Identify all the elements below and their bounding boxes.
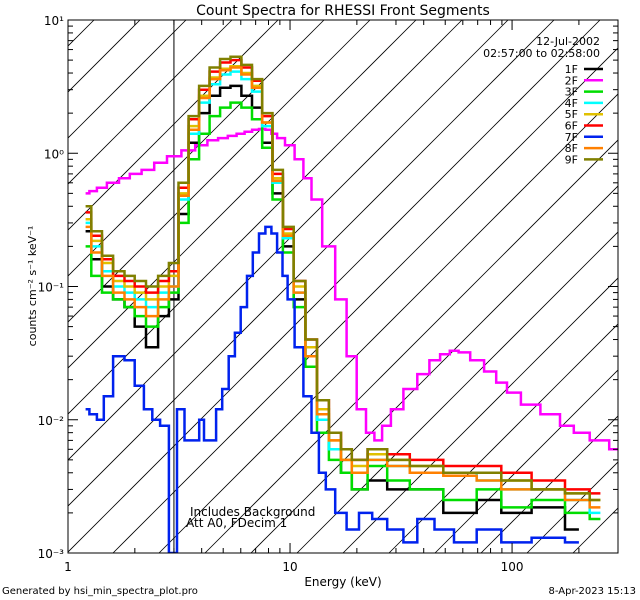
hatch-line xyxy=(68,20,233,185)
x-axis-ticks xyxy=(67,20,619,553)
hatch-line xyxy=(68,20,325,277)
legend-label-2f: 2F xyxy=(565,74,578,87)
x-tick-label: 10 xyxy=(282,560,297,574)
series-line-9f xyxy=(85,55,601,502)
y-axis-label: counts cm⁻² s⁻¹ keV⁻¹ xyxy=(26,226,39,347)
hatch-line xyxy=(158,93,618,553)
series-line-3f xyxy=(85,101,601,521)
series-line-2f xyxy=(85,127,618,451)
hatch-line xyxy=(296,231,618,553)
legend-label-9f: 9F xyxy=(565,153,578,166)
x-axis-tick-labels: 1 10 100 xyxy=(64,560,523,574)
hatch-line xyxy=(68,20,279,231)
hatch-line xyxy=(526,461,618,553)
legend-label-8f: 8F xyxy=(565,142,578,155)
y-axis-tick-labels: 10⁻³ 10⁻² 10⁻¹ 10⁰ 10¹ xyxy=(38,14,65,561)
legend-label-3f: 3F xyxy=(565,86,578,99)
y-tick-label: 10¹ xyxy=(44,14,64,28)
x-axis-label: Energy (keV) xyxy=(304,575,381,589)
hatch-line xyxy=(68,20,187,139)
legend-label-6f: 6F xyxy=(565,120,578,133)
legend-label-7f: 7F xyxy=(565,131,578,144)
legend-label-5f: 5F xyxy=(565,108,578,121)
hatch-line xyxy=(388,323,618,553)
y-tick-label: 10⁻¹ xyxy=(38,281,65,295)
chart-title: Count Spectra for RHESSI Front Segments xyxy=(196,3,490,19)
hatch-line xyxy=(68,20,463,415)
y-tick-label: 10⁻³ xyxy=(38,547,65,561)
legend-label-4f: 4F xyxy=(565,97,578,110)
attenuator-note: Att A0, FDecim 1 xyxy=(186,516,287,530)
hatch-line xyxy=(68,20,509,461)
generated-by-footer: Generated by hsi_min_spectra_plot.pro xyxy=(2,586,198,597)
timestamp-footer: 8-Apr-2023 15:13 xyxy=(549,586,636,597)
y-axis-ticks xyxy=(68,19,618,554)
hatch-line xyxy=(204,139,618,553)
hatch-line xyxy=(68,20,601,553)
hatch-line xyxy=(480,415,618,553)
x-tick-label: 1 xyxy=(64,560,72,574)
hatch-line xyxy=(434,369,618,553)
series-line-8f xyxy=(85,66,601,509)
y-tick-label: 10⁰ xyxy=(44,147,64,161)
date-annotation: 12-Jul-2002 xyxy=(536,35,600,48)
series-layer xyxy=(85,55,618,553)
y-tick-label: 10⁻² xyxy=(38,414,65,428)
x-tick-label: 100 xyxy=(501,560,524,574)
background-note: Includes Background xyxy=(190,505,315,519)
legend-label-1f: 1F xyxy=(565,63,578,76)
hatch-line xyxy=(112,47,618,553)
time-range-annotation: 02:57:00 to 02:58:00 xyxy=(483,47,600,60)
series-line-7f xyxy=(85,225,579,553)
